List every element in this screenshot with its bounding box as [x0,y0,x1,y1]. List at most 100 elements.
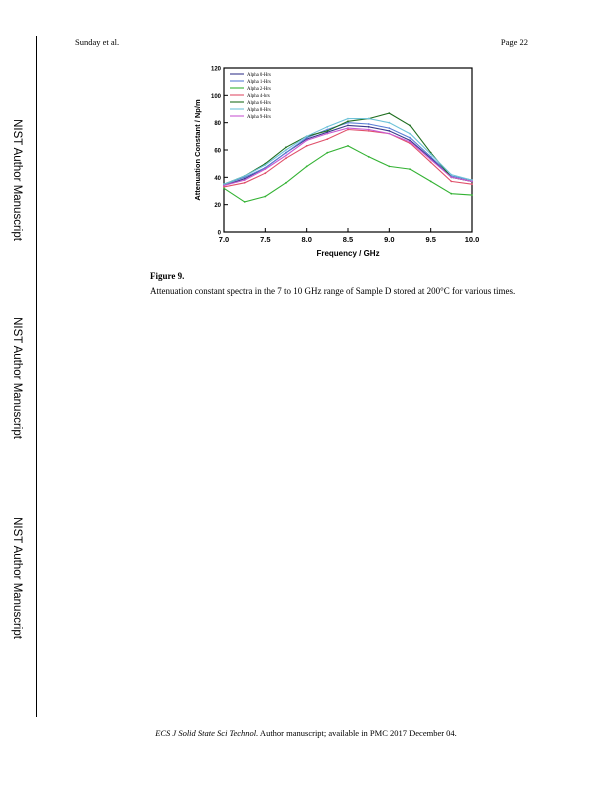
y-tick-label-4: 80 [214,121,221,127]
series-3-point-10 [429,161,432,164]
series-6-point-3 [285,154,287,157]
legend-label-6: Alpha 9-Hrs [247,115,271,120]
footer-text: Author manuscript; available in PMC 2017… [258,728,457,738]
side-label-2-text: NIST Author Manuscript [11,317,23,439]
series-2-point-9 [409,168,411,170]
series-4-point-6 [347,120,349,123]
series-1-point-1 [243,176,246,179]
side-label-3-text: NIST Author Manuscript [11,517,23,639]
series-0-point-8 [388,130,391,132]
legend-label-4: Alpha 6-Hrs [247,101,271,106]
running-header-authors: Sunday et al. [75,37,120,47]
x-tick-label-0: 7.0 [219,235,229,244]
series-6-point-1 [243,179,246,181]
series-5-point-4 [305,135,308,138]
series-2-point-2 [264,195,267,198]
series-6-point-9 [409,140,411,143]
figure-caption: Figure 9. Attenuation constant spectra i… [150,270,530,297]
series-6-point-11 [450,176,453,179]
series-6-point-5 [326,132,329,135]
legend-label-5: Alpha 8-Hrs [247,108,271,113]
series-2-point-10 [429,180,432,183]
series-2-point-12 [471,194,473,197]
figure-description: Attenuation constant spectra in the 7 to… [150,285,516,296]
figure-title: Figure 9. [150,271,185,281]
series-line-0 [223,124,473,187]
series-3-point-2 [264,172,267,175]
series-0-point-9 [409,139,411,142]
series-3-point-5 [326,138,329,140]
series-1-point-6 [347,121,349,124]
chart-svg: 7.0 7.5 8.0 8.5 9.0 9.5 10.0 0 20 40 60 80 100 120 Fre… [193,67,480,259]
y-tick-label-6: 120 [211,67,222,73]
series-5-point-1 [243,175,246,177]
series-0-point-5 [326,131,329,134]
series-0-point-1 [243,177,246,180]
y-axis-label: Attenuation Constant / Np/m [193,99,202,201]
series-2-point-8 [388,165,391,168]
series-5-point-12 [471,179,473,181]
series-2-point-5 [326,151,329,154]
legend-label-3: Alpha 4-hrs [247,94,270,99]
series-2-point-1 [243,201,246,203]
legend-label-2: Alpha 2-Hrs [247,87,271,92]
series-5-point-0 [223,183,225,186]
x-tick-label-1: 7.5 [260,235,270,244]
series-3-point-6 [347,128,349,131]
series-line-4 [223,112,473,185]
series-6-point-7 [367,128,370,131]
x-tick-label-2: 8.0 [301,235,311,244]
series-6-point-4 [305,139,308,142]
series-4-point-9 [409,124,411,127]
series-2-point-0 [223,187,225,190]
x-tick-label-3: 8.5 [343,235,353,244]
y-tick-label-1: 20 [214,203,221,209]
footer-journal: ECS J Solid State Sci Technol. [155,728,259,738]
y-tick-label-0: 0 [218,231,222,237]
series-4-point-8 [388,112,391,114]
series-2-point-7 [367,155,370,158]
series-1-point-10 [429,155,432,158]
y-tick-label-5: 100 [211,94,222,100]
series-2-point-4 [305,165,308,168]
series-3-point-4 [305,145,308,147]
y-tick-label-3: 60 [214,149,221,155]
series-5-point-10 [429,153,432,155]
series-3-point-12 [471,183,473,186]
series-5-point-11 [450,173,453,176]
figure-chart: 7.0 7.5 8.0 8.5 9.0 9.5 10.0 0 20 40 60 80 100 120 Fre… [186,60,486,260]
series-6-point-2 [264,168,267,170]
series-5-point-6 [347,117,349,120]
series-6-point-6 [347,127,349,129]
series-6-point-10 [429,158,432,161]
series-5-point-3 [285,149,287,151]
series-6-point-12 [471,180,473,183]
x-tick-label-6: 10.0 [465,235,480,244]
legend-label-0: Alpha 0-Hrs [247,73,271,78]
series-3-point-1 [243,181,246,184]
series-line-2 [223,145,473,203]
series-5-point-8 [388,121,391,124]
left-margin-rule [36,36,37,717]
series-5-point-7 [367,117,370,120]
series-6-point-8 [388,132,391,135]
plot-frame [223,67,473,233]
series-3-point-0 [223,186,225,188]
series-4-point-3 [285,146,287,149]
x-tick-label-4: 9.0 [384,235,394,244]
series-5-point-9 [409,132,411,135]
series-1-point-5 [326,128,329,131]
series-1-point-3 [285,151,287,154]
series-3-point-7 [367,130,370,132]
page-footer: ECS J Solid State Sci Technol. Author ma… [0,728,612,738]
x-tick-label-5: 9.5 [425,235,435,244]
series-2-point-3 [285,181,287,184]
series-5-point-2 [264,164,267,166]
series-4-point-5 [326,130,329,132]
running-header-page: Page 22 [500,37,528,47]
series-2-point-6 [347,145,349,147]
series-1-point-8 [388,127,391,129]
series-0-point-7 [367,125,370,128]
series-3-point-11 [450,180,453,183]
series-5-point-5 [326,125,329,128]
